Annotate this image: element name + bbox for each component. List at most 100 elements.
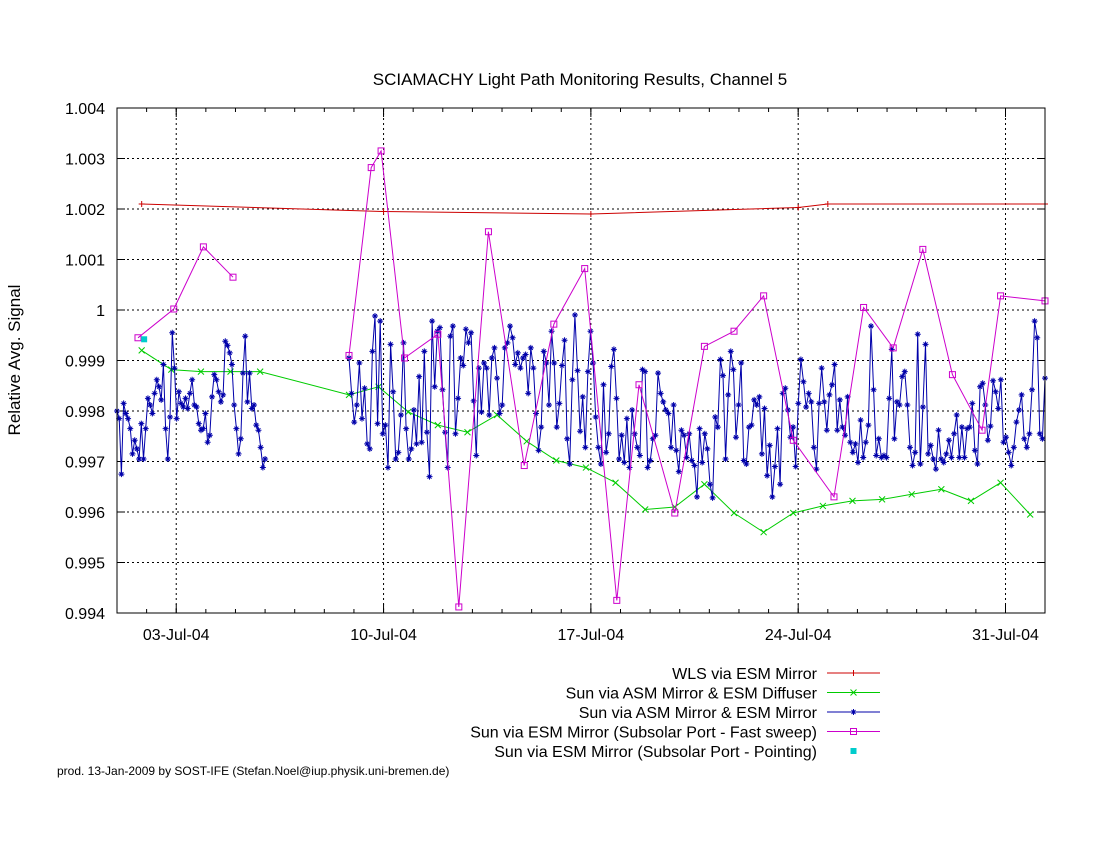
star-marker <box>909 462 916 469</box>
star-marker <box>979 380 986 387</box>
star-marker <box>971 447 978 454</box>
star-marker <box>532 410 539 417</box>
star-marker <box>816 400 823 407</box>
star-marker <box>803 403 810 410</box>
star-marker <box>253 422 260 429</box>
star-marker <box>857 417 864 424</box>
star-marker <box>631 430 638 437</box>
x-marker <box>730 509 738 517</box>
star-marker <box>184 405 191 412</box>
star-marker <box>120 400 127 407</box>
chart-title: SCIAMACHY Light Path Monitoring Results,… <box>373 70 788 89</box>
y-tick-label: 0.997 <box>65 455 105 472</box>
star-marker <box>956 454 963 461</box>
star-marker <box>896 401 903 408</box>
star-marker <box>784 406 791 413</box>
star-marker <box>397 412 404 419</box>
star-marker <box>899 373 906 380</box>
star-marker <box>1023 444 1030 451</box>
y-tick-label: 0.994 <box>65 606 105 623</box>
star-marker <box>953 412 960 419</box>
square-marker <box>978 426 986 434</box>
star-marker <box>353 401 360 408</box>
plot-frame <box>116 107 1046 614</box>
x-tick-label: 24-Jul-04 <box>765 627 832 644</box>
y-tick-label: 1.002 <box>65 202 105 219</box>
star-marker <box>213 376 220 383</box>
star-marker <box>865 422 872 429</box>
star-marker <box>868 323 874 330</box>
star-marker <box>906 444 913 451</box>
star-marker <box>147 401 154 408</box>
series-0-line <box>141 203 1045 215</box>
star-marker <box>558 362 565 369</box>
star-marker <box>465 339 472 346</box>
star-marker <box>517 365 524 372</box>
star-marker <box>888 346 895 353</box>
star-marker <box>239 370 246 377</box>
square-marker <box>170 305 178 313</box>
star-marker <box>1013 419 1020 426</box>
star-marker <box>215 388 222 395</box>
star-marker <box>167 414 174 421</box>
star-marker <box>571 312 578 319</box>
square-marker <box>700 342 708 350</box>
square-marker <box>635 381 643 389</box>
star-marker <box>995 405 1002 412</box>
star-marker <box>688 457 695 464</box>
star-marker <box>514 349 521 356</box>
star-marker <box>691 462 698 469</box>
star-marker <box>564 435 571 442</box>
x-tick-label: 31-Jul-04 <box>972 627 1039 644</box>
x-marker <box>464 428 471 436</box>
star-marker <box>795 400 802 407</box>
star-marker <box>722 455 729 462</box>
x-marker <box>701 480 708 488</box>
grid <box>117 108 1045 613</box>
star-marker <box>880 452 887 459</box>
square-marker <box>455 603 463 611</box>
x-marker <box>582 464 590 471</box>
star-marker <box>423 429 430 436</box>
star-marker <box>233 425 240 432</box>
star-marker <box>556 400 563 407</box>
star-marker <box>758 450 765 457</box>
star-marker <box>364 440 371 447</box>
square-marker <box>997 292 1005 300</box>
star-marker <box>1010 444 1017 451</box>
star-marker <box>930 455 937 462</box>
legend-key <box>827 670 880 676</box>
y-axis-label: Relative Avg. Signal <box>5 285 24 436</box>
legend-label: Sun via ASM Mirror & ESM Mirror <box>579 705 818 722</box>
star-marker <box>1021 435 1028 442</box>
y-tick-label: 1.001 <box>65 253 105 270</box>
star-marker <box>561 337 568 344</box>
star-marker <box>738 360 745 367</box>
star-marker <box>748 422 755 429</box>
star-marker <box>678 427 685 434</box>
square-marker <box>613 596 621 604</box>
star-marker <box>600 381 607 388</box>
star-marker <box>595 444 602 451</box>
star-marker <box>987 423 994 430</box>
star-marker <box>743 461 750 468</box>
x-marker <box>850 689 857 696</box>
legend-key <box>827 709 880 715</box>
star-marker <box>204 439 211 446</box>
square-marker <box>434 330 442 338</box>
x-marker <box>997 479 1004 487</box>
star-marker <box>660 398 667 405</box>
star-marker <box>984 437 991 444</box>
star-marker <box>162 425 169 432</box>
star-marker <box>940 459 947 466</box>
square-marker <box>229 273 237 281</box>
legend-key <box>827 689 880 696</box>
star-marker <box>507 323 514 330</box>
square-marker <box>889 344 897 352</box>
star-marker <box>735 401 742 408</box>
star-marker <box>740 457 747 464</box>
star-marker <box>774 425 781 432</box>
square-marker <box>860 303 868 311</box>
x-tick-label: 17-Jul-04 <box>558 627 625 644</box>
x-marker <box>819 502 827 510</box>
